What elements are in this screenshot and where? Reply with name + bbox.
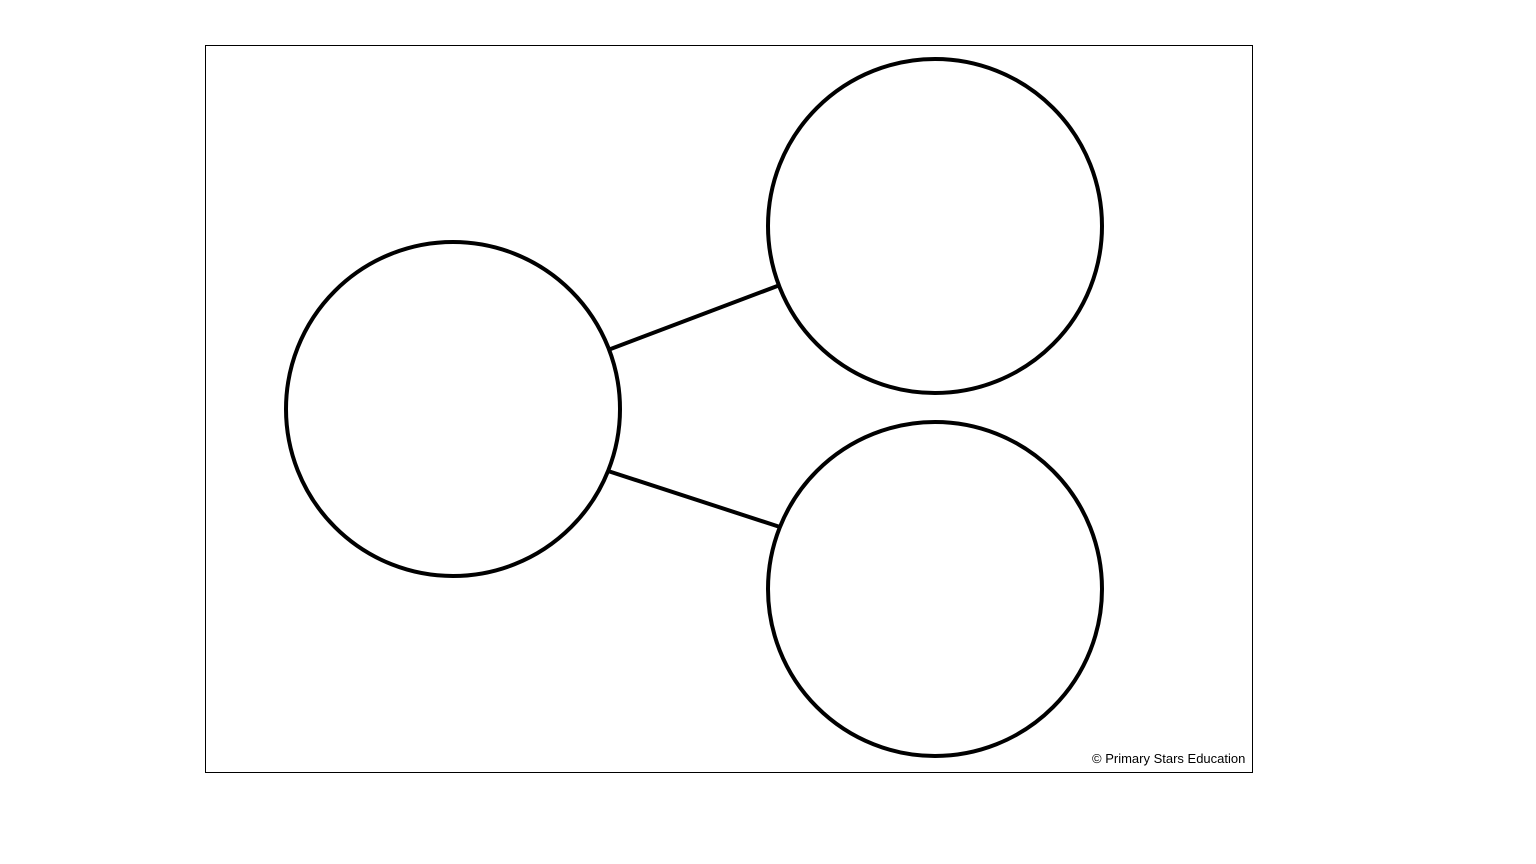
node-whole <box>286 242 620 576</box>
node-part-top <box>768 59 1102 393</box>
copyright-text: © Primary Stars Education <box>1092 751 1245 766</box>
edges-group <box>608 285 780 527</box>
nodes-group <box>286 59 1102 756</box>
edge-whole-part-top <box>608 285 780 350</box>
number-bond-diagram <box>0 0 1536 864</box>
node-part-bottom <box>768 422 1102 756</box>
edge-whole-part-bottom <box>608 471 780 527</box>
